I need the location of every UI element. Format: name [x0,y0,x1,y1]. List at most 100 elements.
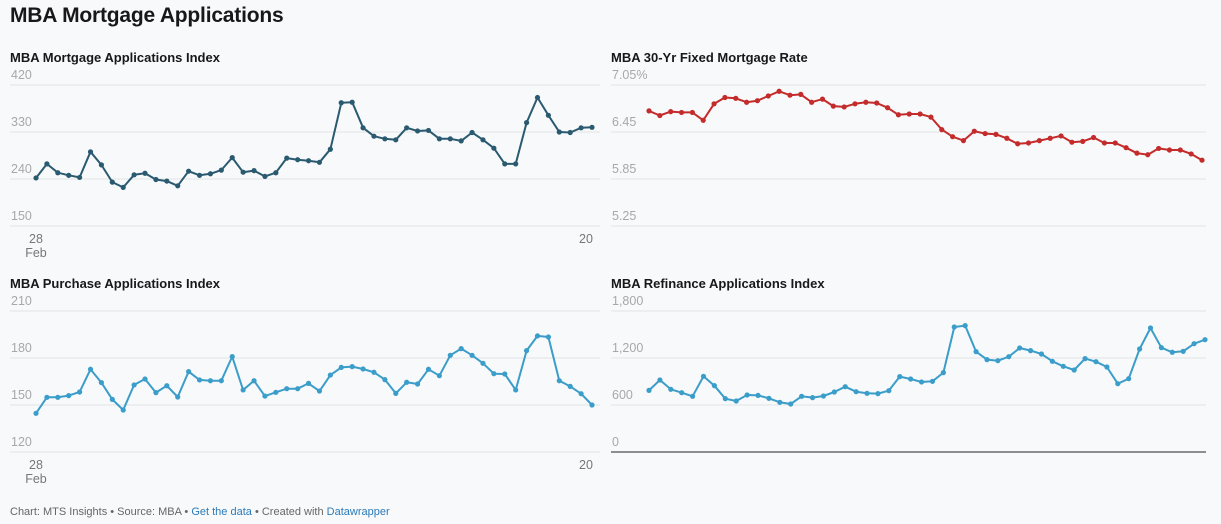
data-point [153,390,159,396]
datawrapper-link[interactable]: Datawrapper [326,506,390,518]
data-point [646,108,652,114]
data-point [1126,376,1132,382]
data-point [556,378,562,384]
data-point [109,179,115,185]
data-point [973,349,979,355]
y-tick-label: 180 [11,341,32,355]
data-point [733,95,739,101]
x-tick-label: 20 [579,458,593,472]
data-point [1188,151,1194,157]
data-point [1169,349,1175,355]
data-point [545,112,551,118]
data-point [1156,145,1162,152]
data-point [950,134,956,140]
data-point [196,377,203,383]
data-point [55,394,61,400]
data-point [853,389,859,395]
data-point [120,184,126,190]
data-point [690,393,696,399]
data-point [251,168,257,174]
y-tick-label: 7.05% [612,68,647,82]
data-point [1177,147,1183,153]
data-point [371,369,377,375]
data-point [1038,351,1045,357]
x-tick-month-label: Feb [25,472,47,486]
data-point [545,334,551,340]
data-point [689,109,695,116]
data-point [939,127,945,133]
chart-title: MBA Purchase Applications Index [10,276,220,291]
data-point [765,93,771,99]
data-point [77,174,83,181]
data-point [886,388,892,394]
data-point [809,99,815,105]
data-point [1006,354,1012,360]
chart-panel-refinance-applications: MBA Refinance Applications Index 1,800 1,… [611,276,1208,466]
data-point [788,401,794,407]
data-point [175,394,181,400]
data-point [1015,141,1021,147]
data-point [131,172,137,178]
footer-credit: Chart: MTS Insights [10,506,108,518]
data-point [502,161,508,167]
data-point [874,100,880,106]
data-point [777,399,783,405]
data-point [929,378,936,384]
data-point [1202,337,1208,343]
data-point [447,136,453,142]
chart-title: MBA 30-Yr Fixed Mortgage Rate [611,50,808,65]
get-the-data-link[interactable]: Get the data [191,506,252,518]
data-point [578,391,584,397]
data-point [646,387,652,393]
data-point [295,157,301,163]
data-point [766,395,772,401]
chart-title: MBA Refinance Applications Index [611,276,825,291]
data-point [349,364,355,370]
separator: • [181,506,192,518]
data-point [316,388,323,394]
data-point [393,390,399,397]
data-point [523,120,530,126]
y-tick-label: 210 [11,294,32,308]
data-point [1004,135,1010,141]
page-title: MBA Mortgage Applications [10,4,284,27]
data-point [787,92,793,98]
data-point [360,125,366,131]
data-point [425,127,432,134]
data-point [1136,346,1143,352]
y-tick-label: 1,200 [612,341,643,355]
data-point [327,372,333,378]
y-tick-label: 5.85 [612,162,636,176]
data-point [678,109,685,116]
data-point [349,99,355,105]
data-point [657,112,663,119]
data-point [567,129,573,136]
data-point [66,172,72,178]
data-point [218,378,224,384]
data-point [66,393,72,399]
data-point [534,333,541,339]
data-point [1115,381,1121,387]
data-point [906,111,912,117]
data-point [273,170,279,176]
data-point [491,145,497,151]
footer-created-with: Created with [261,506,327,518]
data-point [305,380,312,386]
data-point [153,176,159,183]
data-point [131,382,137,388]
data-point [897,374,903,380]
data-point [98,379,105,386]
data-point [338,364,344,370]
data-point [668,386,674,392]
data-point [711,101,717,107]
data-point [820,393,827,399]
data-point [447,352,453,358]
data-point [186,369,192,375]
data-point [863,99,869,105]
data-point [842,384,848,390]
data-point [722,94,728,101]
data-point [776,88,782,94]
data-point [928,114,934,120]
data-point [469,129,475,136]
